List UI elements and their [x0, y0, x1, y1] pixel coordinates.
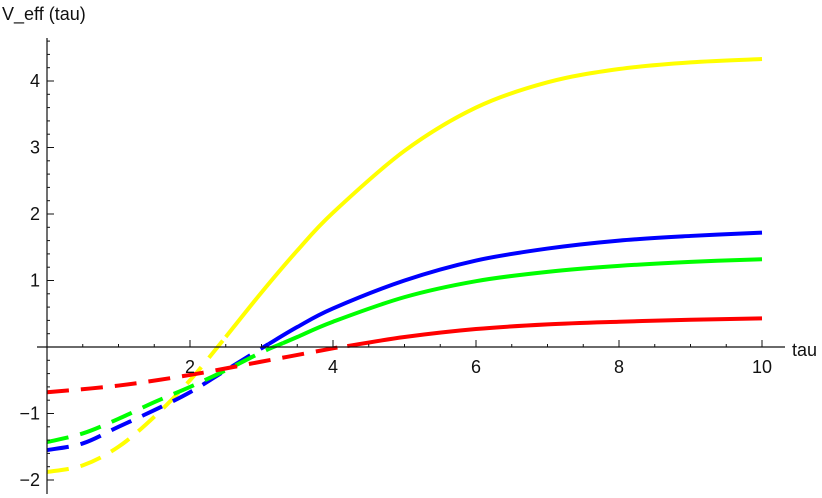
series-4-dashed-line — [46, 344, 348, 395]
series-3-solid-line — [282, 257, 763, 345]
x-tick-label: 2 — [185, 357, 195, 377]
series-1-solid-line — [224, 57, 763, 339]
ticks-layer: 2 4 6 8 10 −2 −1 1 2 3 4 — [19, 40, 772, 490]
y-tick-label: 2 — [30, 204, 40, 224]
series-4-solid-line — [346, 316, 763, 349]
x-tick-label: 10 — [752, 357, 772, 377]
y-tick-label: −1 — [19, 404, 40, 424]
series-3-dashed-line — [46, 341, 284, 445]
series-2-solid-line — [267, 230, 763, 346]
x-tick-label: 4 — [328, 357, 338, 377]
x-axis-label: tau — [792, 340, 817, 360]
y-tick-label: −2 — [19, 470, 40, 490]
y-tick-label: 4 — [30, 71, 40, 91]
series-2-dashed-line — [46, 342, 270, 453]
x-tick-label: 6 — [471, 357, 481, 377]
series-layer — [46, 57, 763, 474]
y-tick-label: 3 — [30, 138, 40, 158]
y-axis-label: V_eff (tau) — [2, 4, 86, 25]
series-1-dashed-line — [46, 335, 228, 474]
x-tick-label: 8 — [614, 357, 624, 377]
y-tick-label: 1 — [30, 271, 40, 291]
